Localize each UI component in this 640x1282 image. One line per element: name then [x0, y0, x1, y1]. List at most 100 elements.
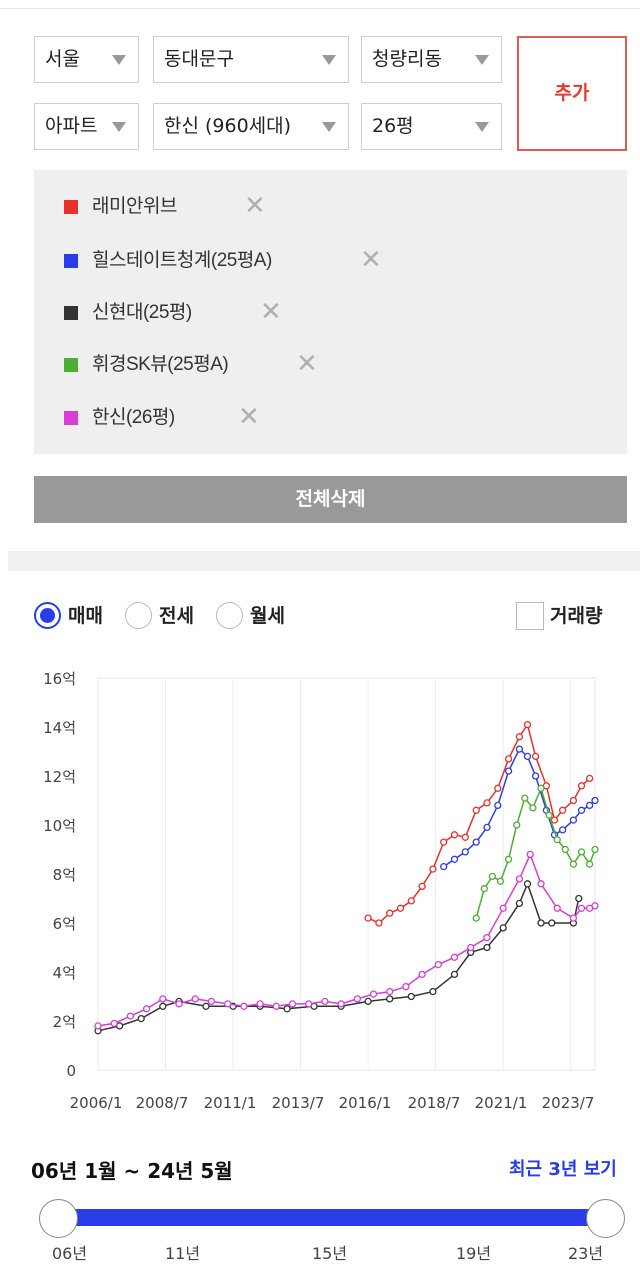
data-point	[450, 970, 459, 979]
slider-end-handle[interactable]	[586, 1199, 625, 1238]
data-point	[558, 826, 567, 834]
data-point	[569, 914, 578, 922]
period-slider-track[interactable]	[58, 1209, 606, 1226]
data-point	[561, 845, 569, 854]
complex-select-value: 한신 (960세대)	[164, 115, 292, 137]
data-point	[545, 811, 553, 819]
data-point	[537, 880, 545, 888]
data-point	[591, 902, 599, 910]
data-point	[94, 1022, 102, 1030]
x-tick-label: 2006/1	[70, 1094, 123, 1112]
data-point	[450, 953, 459, 961]
data-point	[529, 804, 537, 812]
compare-item-name: 휘경SK뷰(25평A)	[92, 354, 229, 375]
x-tick-label: 2016/1	[339, 1094, 392, 1112]
chevron-down-icon	[322, 122, 336, 132]
x-tick-label: 2023/7	[542, 1094, 595, 1112]
city-select[interactable]: 서울	[34, 36, 139, 83]
data-point	[364, 914, 372, 922]
data-point	[585, 801, 594, 810]
y-tick-label: 10억	[43, 817, 76, 835]
series-color-swatch	[64, 254, 78, 268]
data-point	[396, 904, 405, 912]
data-point	[494, 801, 502, 810]
price-chart: 0 2억 4억 6억 8억 10억 12억 14억 16억 2006/1 2008/7 2011/1 2…	[43, 670, 599, 1112]
data-point	[577, 904, 586, 912]
data-point	[569, 796, 578, 805]
data-point	[450, 855, 459, 863]
section-divider	[8, 551, 640, 571]
data-point	[472, 806, 480, 814]
data-point	[515, 899, 524, 908]
clear-all-button[interactable]: 전체삭제	[34, 476, 627, 523]
data-point	[256, 1000, 264, 1008]
data-point	[480, 885, 488, 893]
data-point	[418, 882, 426, 890]
data-point	[526, 850, 534, 859]
data-point	[575, 894, 583, 903]
radio-jeonse-indicator[interactable]	[125, 602, 152, 629]
type-select[interactable]: 아파트	[34, 103, 139, 150]
data-point	[407, 992, 415, 1001]
volume-checkbox[interactable]	[516, 602, 544, 630]
y-tick-label: 14억	[43, 719, 76, 737]
data-point	[553, 904, 561, 912]
dong-select[interactable]: 청량리동	[361, 36, 502, 83]
data-point	[288, 1000, 297, 1008]
data-point	[175, 1000, 183, 1008]
data-point	[126, 1012, 135, 1020]
data-point	[386, 995, 394, 1003]
data-point	[321, 997, 329, 1006]
radio-sale-indicator[interactable]	[34, 602, 61, 629]
slider-tick-label: 19년	[456, 1244, 492, 1263]
remove-item-icon[interactable]: ✕	[360, 245, 382, 275]
data-point	[577, 806, 586, 814]
data-point	[224, 1000, 232, 1008]
data-point	[353, 995, 361, 1003]
compare-list: 래미안위브 ✕ 힐스테이트청계(25평A) ✕ 신현대(25평) ✕ 휘경SK뷰(25평A)…	[34, 170, 627, 454]
data-point	[523, 752, 532, 761]
data-point	[461, 848, 469, 856]
data-point	[142, 1005, 151, 1013]
district-select[interactable]: 동대문구	[153, 36, 349, 83]
slider-start-handle[interactable]	[39, 1199, 78, 1238]
top-divider	[0, 8, 640, 9]
city-select-value: 서울	[45, 48, 80, 70]
radio-monthly-rent-indicator[interactable]	[216, 602, 243, 629]
complex-select[interactable]: 한신 (960세대)	[153, 103, 349, 150]
data-point	[369, 990, 378, 998]
data-point	[202, 1002, 210, 1010]
data-point	[513, 821, 521, 829]
data-point	[515, 875, 524, 883]
remove-item-icon[interactable]: ✕	[238, 402, 260, 432]
slider-tick-label: 11년	[165, 1244, 201, 1263]
compare-item-name: 한신(26평)	[92, 407, 175, 428]
remove-item-icon[interactable]: ✕	[260, 297, 282, 327]
data-point	[591, 796, 599, 805]
compare-item-name: 신현대(25평)	[92, 302, 192, 323]
data-point	[240, 1002, 248, 1010]
data-point	[553, 836, 561, 844]
data-point	[418, 970, 426, 979]
remove-item-icon[interactable]: ✕	[244, 191, 266, 221]
data-point	[577, 848, 586, 856]
add-button[interactable]: 추가	[517, 36, 627, 151]
data-point	[499, 924, 507, 932]
data-point	[472, 914, 480, 922]
data-point	[450, 831, 459, 839]
remove-item-icon[interactable]: ✕	[296, 349, 318, 379]
series-line	[475, 786, 596, 919]
data-point	[499, 904, 507, 912]
series-color-swatch	[64, 411, 78, 425]
slider-tick-label: 23년	[568, 1244, 604, 1263]
data-point	[496, 877, 505, 885]
data-point	[488, 872, 497, 881]
compare-item-name: 힐스테이트청계(25평A)	[92, 250, 272, 271]
data-point	[375, 919, 383, 927]
data-point	[548, 919, 556, 927]
data-point	[159, 995, 167, 1003]
x-tick-label: 2018/7	[408, 1094, 461, 1112]
size-select[interactable]: 26평	[361, 103, 502, 150]
type-select-value: 아파트	[45, 115, 98, 137]
recent-3-years-link[interactable]: 최근 3년 보기	[509, 1159, 617, 1180]
